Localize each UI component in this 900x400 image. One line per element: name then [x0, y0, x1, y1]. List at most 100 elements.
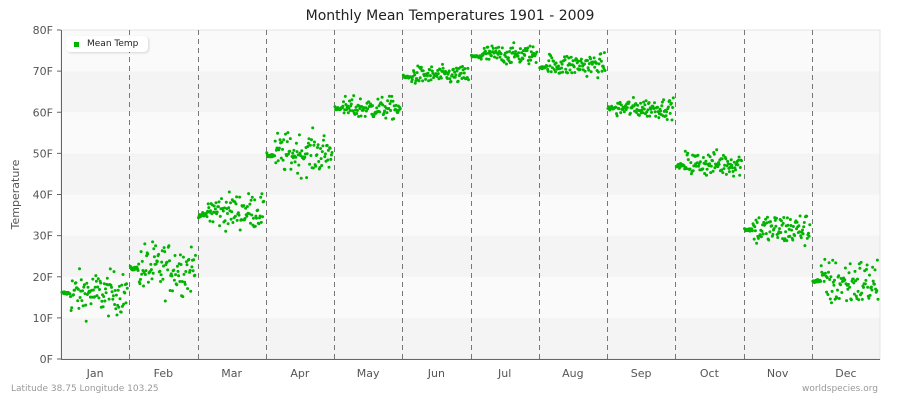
data-point	[722, 167, 726, 171]
data-point	[220, 197, 223, 201]
data-point	[664, 114, 668, 118]
data-point	[316, 143, 320, 147]
data-point	[218, 224, 222, 228]
data-point	[117, 284, 121, 288]
data-point	[183, 282, 187, 286]
data-point	[451, 67, 455, 71]
data-point	[720, 168, 724, 172]
data-point	[770, 224, 774, 228]
data-point	[598, 57, 602, 61]
data-point	[549, 54, 553, 58]
data-point	[738, 173, 742, 177]
x-tick-label: Nov	[767, 367, 789, 380]
data-point	[325, 143, 329, 147]
data-point	[253, 224, 257, 228]
data-point	[561, 70, 565, 74]
data-point	[278, 138, 282, 142]
data-point	[463, 67, 467, 71]
data-point	[94, 274, 98, 278]
data-point	[788, 234, 792, 238]
data-point	[549, 70, 553, 74]
data-point	[625, 106, 629, 110]
data-point	[212, 204, 216, 208]
data-point	[688, 167, 692, 171]
data-point	[723, 163, 727, 167]
data-point	[497, 45, 501, 49]
data-point	[737, 155, 741, 159]
data-point	[178, 280, 182, 283]
data-point	[711, 169, 715, 173]
data-point	[465, 76, 469, 79]
data-point	[329, 153, 333, 157]
data-point	[363, 114, 367, 118]
data-point	[493, 55, 496, 59]
data-point	[72, 293, 75, 297]
data-point	[256, 208, 260, 212]
data-point	[500, 46, 504, 50]
data-point	[454, 66, 458, 70]
data-point	[865, 267, 868, 271]
x-tick-label: Jul	[497, 367, 511, 380]
data-point	[410, 78, 414, 81]
data-point	[619, 103, 623, 107]
data-point	[752, 237, 756, 241]
data-point	[348, 99, 351, 103]
data-point	[709, 171, 713, 175]
grid-band	[61, 30, 880, 72]
data-point	[262, 199, 266, 203]
data-point	[726, 159, 730, 163]
data-point	[781, 221, 785, 225]
data-point	[578, 64, 582, 68]
data-point	[789, 224, 793, 227]
data-point	[571, 59, 575, 63]
data-point	[662, 98, 666, 102]
data-point	[223, 219, 227, 223]
data-point	[660, 104, 664, 108]
data-point	[709, 164, 713, 168]
data-point	[104, 291, 108, 295]
data-point	[288, 149, 292, 153]
data-point	[389, 109, 393, 112]
data-point	[424, 77, 428, 81]
data-point	[209, 209, 213, 213]
data-point	[827, 270, 830, 274]
data-point	[303, 155, 307, 159]
y-tick-label: 60F	[33, 106, 53, 119]
data-point	[568, 68, 572, 72]
data-point	[235, 195, 239, 199]
data-point	[120, 283, 124, 287]
data-point	[253, 198, 257, 202]
data-point	[797, 224, 801, 228]
data-point	[136, 269, 140, 272]
data-point	[216, 205, 220, 209]
data-point	[847, 271, 851, 275]
data-point	[69, 295, 72, 299]
data-point	[214, 201, 218, 205]
data-point	[875, 258, 879, 262]
data-point	[79, 278, 83, 282]
data-point	[767, 238, 771, 242]
data-point	[172, 278, 176, 282]
data-point	[76, 287, 80, 291]
data-point	[284, 132, 287, 136]
data-point	[215, 210, 219, 214]
data-point	[860, 297, 864, 301]
data-point	[851, 277, 855, 281]
data-point	[456, 79, 460, 83]
data-point	[876, 297, 880, 301]
data-point	[432, 76, 435, 80]
data-point	[447, 69, 451, 73]
data-point	[276, 131, 280, 135]
data-point	[146, 252, 150, 256]
data-point	[80, 299, 84, 303]
data-point	[359, 114, 363, 118]
data-point	[329, 157, 333, 161]
data-point	[181, 295, 185, 299]
data-point	[70, 279, 74, 283]
data-point	[558, 71, 562, 75]
data-point	[418, 76, 422, 80]
data-point	[273, 154, 277, 158]
data-point	[355, 109, 359, 112]
data-point	[182, 272, 186, 276]
